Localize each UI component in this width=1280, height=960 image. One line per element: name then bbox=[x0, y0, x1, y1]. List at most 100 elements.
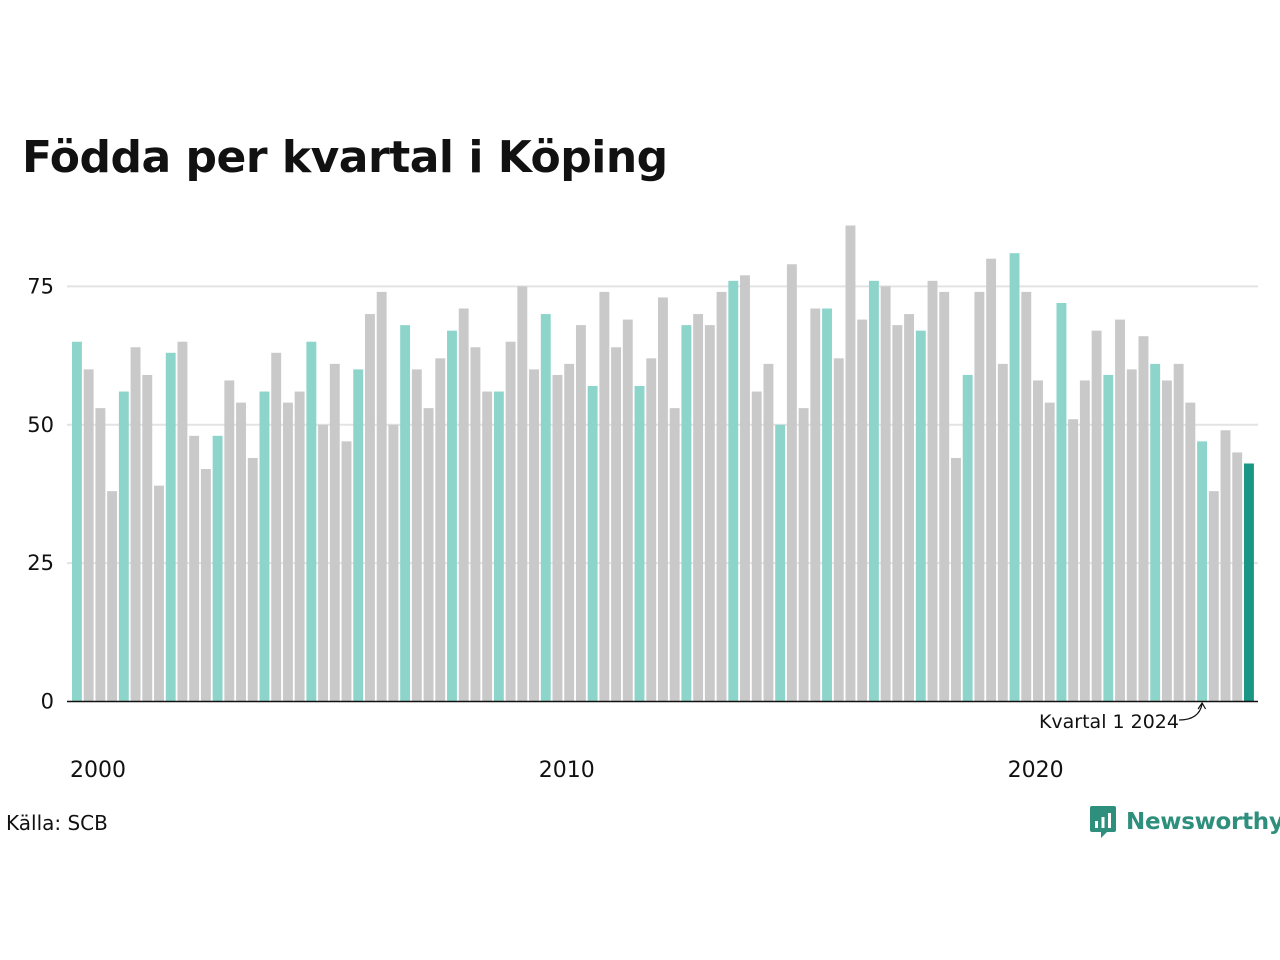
bar bbox=[728, 280, 739, 702]
bar bbox=[833, 358, 844, 702]
bar bbox=[1208, 491, 1219, 702]
bar bbox=[1033, 380, 1043, 702]
bar bbox=[564, 363, 575, 702]
x-tick-label: 2020 bbox=[1008, 758, 1064, 783]
bar bbox=[353, 369, 364, 702]
bar bbox=[493, 391, 504, 702]
bar bbox=[611, 347, 622, 702]
axes: 0 25 50 75 2000 2010 2020 bbox=[27, 274, 1258, 783]
chart-title: Födda per kvartal i Köping bbox=[22, 132, 668, 183]
bar bbox=[212, 435, 223, 702]
bar bbox=[810, 308, 821, 702]
y-tick-label: 25 bbox=[27, 551, 54, 575]
bar bbox=[716, 291, 727, 702]
bar bbox=[693, 314, 704, 702]
bar bbox=[118, 391, 129, 702]
bar bbox=[775, 424, 786, 702]
bar bbox=[880, 286, 891, 702]
bar bbox=[892, 325, 903, 702]
bar bbox=[822, 308, 832, 702]
bar bbox=[200, 469, 211, 702]
bar bbox=[1150, 363, 1161, 702]
bar bbox=[447, 330, 457, 702]
bar bbox=[329, 363, 340, 702]
bar bbox=[130, 347, 141, 702]
bar bbox=[341, 441, 352, 702]
bar bbox=[927, 280, 938, 702]
bar bbox=[1220, 430, 1231, 702]
bar bbox=[658, 297, 668, 702]
bar bbox=[857, 319, 868, 702]
bar bbox=[1079, 380, 1090, 702]
bar bbox=[786, 264, 797, 702]
bar bbox=[177, 341, 188, 702]
bar bbox=[740, 275, 750, 702]
bar bbox=[1138, 336, 1149, 702]
bar bbox=[482, 391, 493, 702]
bar bbox=[763, 363, 774, 702]
bar-highlight bbox=[1244, 463, 1254, 702]
bar bbox=[154, 485, 164, 702]
bar bbox=[1056, 302, 1067, 702]
x-tick-label: 2000 bbox=[70, 758, 126, 783]
bar bbox=[435, 358, 446, 702]
bar bbox=[271, 352, 282, 702]
bar bbox=[259, 391, 270, 702]
source-label: Källa: SCB bbox=[6, 811, 108, 835]
bar bbox=[83, 369, 94, 702]
bar bbox=[904, 314, 915, 702]
bar bbox=[376, 291, 387, 702]
bar bbox=[1115, 319, 1125, 702]
annotation-arrowhead bbox=[1197, 701, 1207, 710]
bar bbox=[1161, 380, 1172, 702]
bar bbox=[1173, 363, 1184, 702]
bar bbox=[704, 325, 715, 702]
brand-name: Newsworthy bbox=[1126, 809, 1280, 835]
bar bbox=[529, 369, 539, 702]
newsworthy-logo-icon bbox=[1090, 806, 1116, 838]
bar bbox=[306, 341, 317, 702]
bar bbox=[552, 374, 563, 702]
bar bbox=[107, 491, 118, 702]
annotation-label: Kvartal 1 2024 bbox=[1039, 711, 1179, 733]
bar bbox=[540, 314, 551, 702]
bar bbox=[939, 291, 950, 702]
bar bbox=[1126, 369, 1137, 702]
bar bbox=[505, 341, 516, 702]
bar bbox=[599, 291, 610, 702]
bar bbox=[388, 424, 399, 702]
bar bbox=[681, 325, 692, 702]
bar bbox=[400, 325, 411, 702]
bar bbox=[669, 408, 680, 702]
y-tick-label: 50 bbox=[27, 413, 54, 437]
y-tick-label: 75 bbox=[27, 274, 54, 298]
bar bbox=[997, 363, 1008, 702]
bar bbox=[974, 291, 985, 702]
bars bbox=[72, 225, 1254, 702]
bar bbox=[142, 374, 153, 702]
bar bbox=[411, 369, 422, 702]
bar bbox=[751, 391, 762, 702]
bar bbox=[165, 352, 176, 702]
bar bbox=[622, 319, 633, 702]
bar bbox=[962, 374, 973, 702]
bar bbox=[282, 402, 293, 702]
annotation: Kvartal 1 2024 bbox=[1039, 701, 1207, 733]
bar bbox=[365, 314, 375, 702]
bar bbox=[423, 408, 434, 702]
bar bbox=[798, 408, 809, 702]
bar bbox=[236, 402, 246, 702]
bar bbox=[646, 358, 657, 702]
x-tick-label: 2010 bbox=[539, 758, 595, 783]
bar bbox=[458, 308, 469, 702]
bar bbox=[868, 280, 879, 702]
bar bbox=[575, 325, 586, 702]
bar bbox=[72, 341, 82, 702]
bar bbox=[986, 258, 997, 702]
bar bbox=[470, 347, 481, 702]
bar bbox=[634, 386, 645, 702]
annotation-arrow bbox=[1178, 703, 1203, 721]
bar bbox=[189, 435, 200, 702]
bar bbox=[1009, 253, 1020, 702]
